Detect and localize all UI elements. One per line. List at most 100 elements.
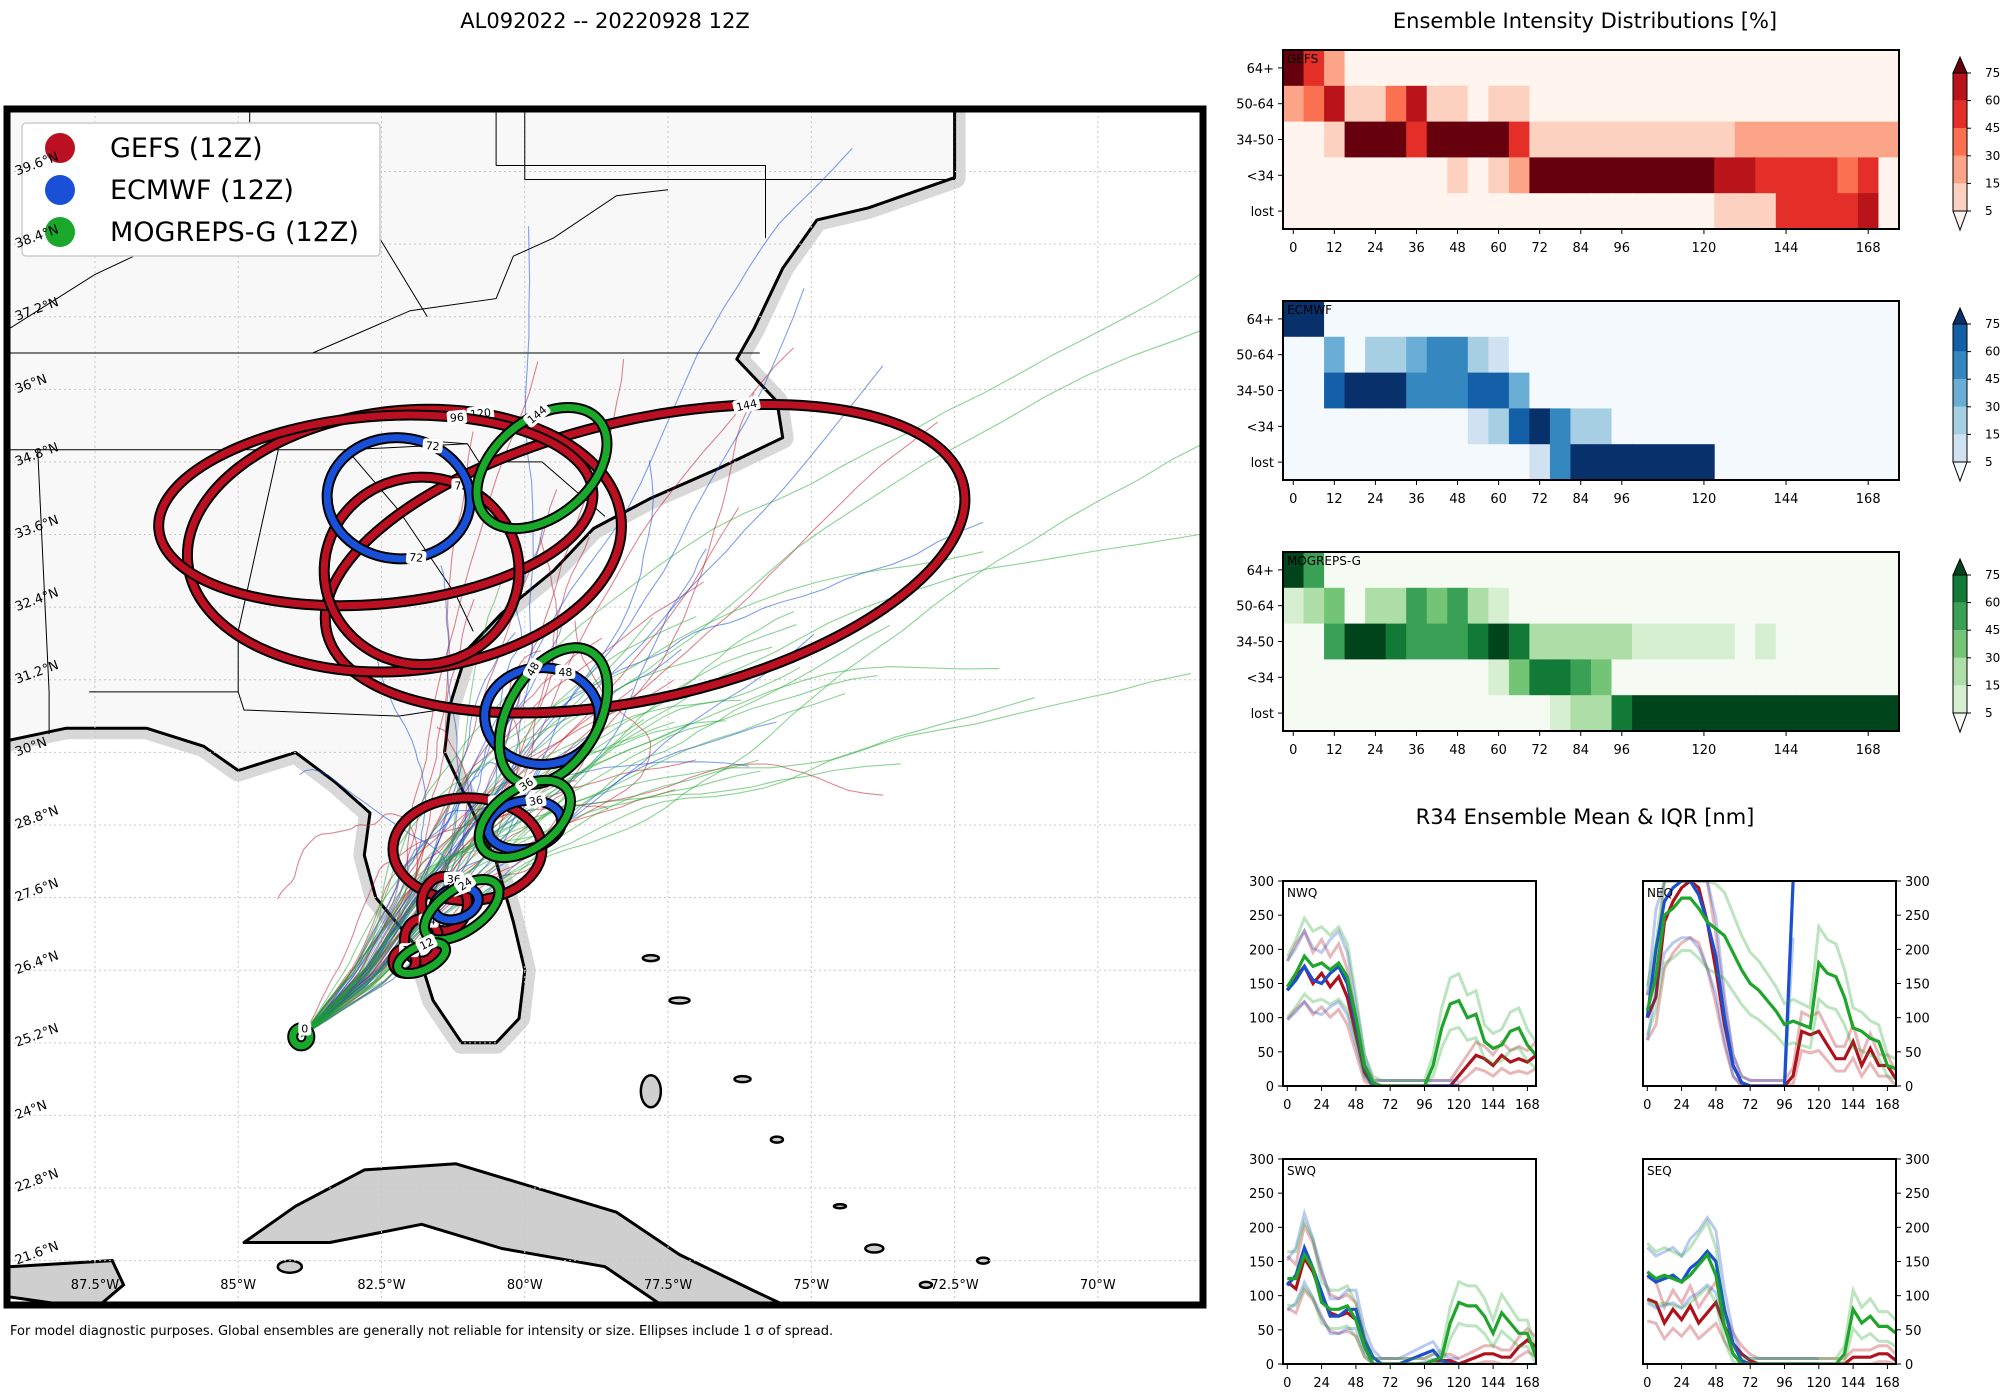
heatmap-cell: [1283, 85, 1305, 123]
r34-ytick-label: 50: [1257, 1324, 1274, 1339]
heatmap-cell: [1385, 50, 1407, 87]
colorbar-tick-label: 75: [1985, 66, 2000, 80]
heatmap-cell: [1652, 552, 1674, 589]
r34-mean-line: [1646, 1251, 1896, 1364]
heatmap-cell: [1632, 121, 1654, 158]
heatmap-cell: [1365, 695, 1387, 732]
heatmap-cell: [1344, 157, 1366, 194]
island: [832, 1202, 848, 1210]
ellipse-label-bg: [422, 438, 443, 454]
r34-xtick-label: 0: [1643, 1376, 1651, 1391]
ellipse-label-bg: [555, 664, 576, 679]
ellipse-ring: [394, 939, 450, 978]
r34-iqr-lower: [1286, 999, 1459, 1086]
heatmap-cell: [1488, 659, 1510, 696]
heatmap-cell: [1673, 193, 1695, 230]
heatmap-cell: [1570, 50, 1592, 87]
heatmap-cell: [1488, 50, 1510, 87]
heatmap-cell: [1529, 193, 1551, 230]
heatmap-cell: [1447, 695, 1469, 732]
heatmap-xtick-label: 60: [1490, 492, 1507, 507]
lon-label: 70°W: [1080, 1278, 1116, 1293]
lon-label: 77.5°W: [644, 1278, 692, 1293]
heatmap-cell: [1591, 587, 1613, 625]
heatmap-cell: [1447, 623, 1469, 660]
heatmap-cell: [1693, 587, 1715, 625]
ellipse-ring: [495, 644, 612, 788]
heatmap-cell: [1570, 587, 1592, 625]
heatmap-cell: [1344, 444, 1366, 481]
heatmap-cell: [1488, 408, 1510, 445]
heatmap-cell: [1447, 444, 1469, 481]
heatmap-cell: [1508, 659, 1530, 696]
heatmap-cell: [1426, 444, 1448, 481]
heatmap-cell: [1406, 193, 1428, 230]
heatmap-cell: [1591, 552, 1613, 589]
r34-quadrant-label: NWQ: [1287, 886, 1317, 900]
heatmap-cell: [1796, 50, 1818, 87]
colorbar-segment: [1953, 155, 1967, 184]
heatmap-cell: [1426, 85, 1448, 123]
heatmap-cell: [1549, 301, 1571, 338]
heatmap-cell: [1324, 157, 1346, 194]
ellipse-label: 72: [425, 439, 440, 453]
heatmap-cell: [1283, 659, 1305, 696]
heatmap-cell: [1406, 408, 1428, 445]
heatmap-cell: [1673, 587, 1695, 625]
heatmap-xtick-label: 12: [1326, 743, 1343, 758]
heatmap-cell: [1529, 444, 1551, 481]
ellipse-ring: [320, 473, 523, 669]
heatmap-cell: [1591, 85, 1613, 123]
heatmap-cell: [1755, 587, 1777, 625]
r34-panel-neq: 0 24 48 72 96 120 144 168 0 50 100 150 200 250 300 NEQ: [1642, 875, 1930, 1113]
heatmap-cell: [1365, 552, 1387, 589]
heatmap-cell: [1385, 372, 1407, 409]
heatmap-cell: [1693, 121, 1715, 158]
heatmap-cell: [1837, 157, 1859, 194]
heatmap-cell: [1570, 121, 1592, 158]
colorbar-segment: [1953, 630, 1967, 658]
heatmap-cell: [1673, 50, 1695, 87]
colorbar-tick-label: 15: [1985, 176, 2000, 190]
heatmap-cell: [1324, 336, 1346, 374]
colorbar-frame: [1952, 72, 1968, 212]
heatmap-cell: [1406, 85, 1428, 123]
heatmap-cell: [1385, 444, 1407, 481]
heatmap-xtick-label: 60: [1490, 743, 1507, 758]
heatmap-cell: [1652, 444, 1674, 481]
ellipse-label-bg: [515, 773, 538, 795]
r34-title: R34 Ensemble Mean & IQR [nm]: [1416, 805, 1755, 829]
heatmap-cell: [1857, 50, 1879, 87]
colorbar-extend-bottom: [1952, 461, 1968, 483]
heatmap-cell: [1303, 50, 1325, 87]
heatmap-cell: [1406, 157, 1428, 194]
heatmap-cell: [1714, 121, 1736, 158]
heatmap-cell: [1426, 408, 1448, 445]
heatmap-cell: [1693, 157, 1715, 194]
member-track: [300, 699, 742, 1038]
colorbar-segment: [1953, 351, 1967, 380]
heatmap-cell: [1426, 301, 1448, 338]
heatmap-cell: [1755, 552, 1777, 589]
r34-xtick-label: 168: [1875, 1376, 1900, 1391]
heatmap-cell: [1303, 587, 1325, 625]
heatmap-cell: [1816, 85, 1838, 123]
heatmap-cell: [1508, 587, 1530, 625]
heatmap-xtick-label: 144: [1774, 492, 1799, 507]
heatmap-xtick-label: 36: [1408, 743, 1425, 758]
r34-ytick-label: 50: [1905, 1324, 1922, 1339]
heatmap-cell: [1488, 121, 1510, 158]
heatmap-cell: [1508, 336, 1530, 374]
heatmap-cell: [1385, 552, 1407, 589]
ellipse-label-bg: [453, 873, 477, 895]
heatmap-cell: [1488, 623, 1510, 660]
island: [526, 1374, 536, 1378]
r34-ytick-label: 250: [1905, 909, 1930, 924]
ellipse-label-bg: [522, 657, 543, 681]
r34-ytick-label: 200: [1249, 943, 1274, 958]
heatmap-cell: [1467, 444, 1489, 481]
colorbar-segment: [1953, 379, 1967, 407]
colorbar-tick-label: 5: [1985, 706, 1993, 720]
heatmap-cell: [1303, 372, 1325, 409]
heatmap-cell: [1632, 408, 1654, 445]
